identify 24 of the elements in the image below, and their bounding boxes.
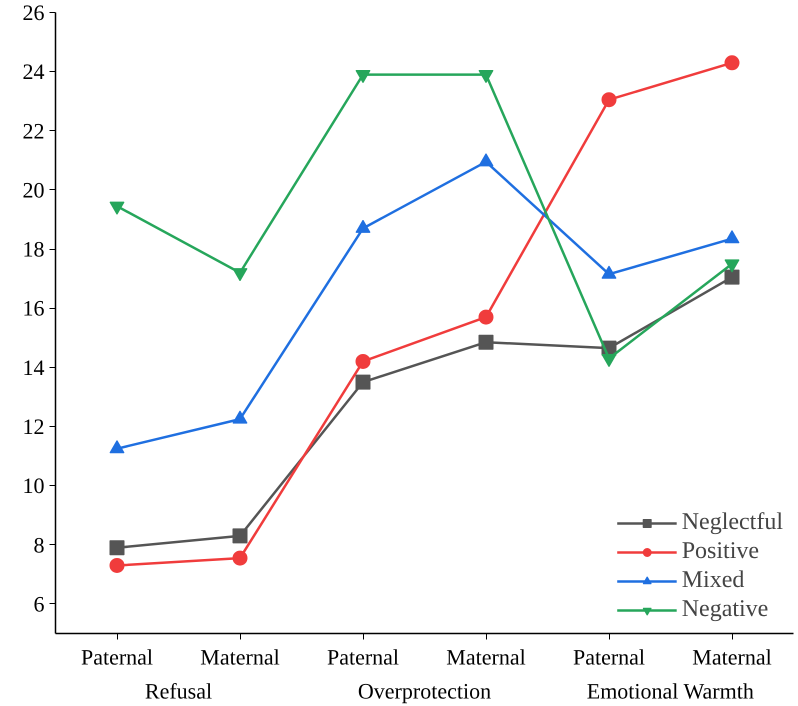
y-tick-label: 14 bbox=[22, 354, 44, 380]
y-tick-label: 22 bbox=[22, 118, 44, 144]
x-tick-label: Maternal bbox=[692, 644, 772, 670]
legend-label: Negative bbox=[682, 596, 768, 623]
y-tick-label: 26 bbox=[22, 0, 44, 25]
x-tick-label: Paternal bbox=[326, 644, 400, 670]
y-tick-label: 12 bbox=[22, 414, 44, 439]
x-tick-label: Paternal bbox=[80, 644, 154, 670]
x-tick-label: Maternal bbox=[200, 644, 280, 670]
text: Overprotection bbox=[358, 678, 492, 704]
legend-label: Neglectful bbox=[682, 509, 783, 536]
x-tick-label: Maternal bbox=[446, 644, 526, 670]
text: Emotional Warmth bbox=[586, 678, 754, 704]
y-tick-label: 16 bbox=[22, 296, 44, 321]
y-tick-label: 6 bbox=[34, 591, 44, 616]
y-tick-label: 20 bbox=[22, 177, 44, 202]
y-tick-label: 8 bbox=[34, 532, 44, 558]
legend-label: Mixed bbox=[682, 567, 744, 594]
x-tick-label: Paternal bbox=[572, 644, 646, 670]
legend-label: Positive bbox=[682, 538, 760, 565]
y-tick-label: 10 bbox=[22, 473, 44, 498]
text: Refusal bbox=[144, 678, 212, 704]
y-tick-label: 24 bbox=[22, 59, 44, 84]
y-tick-label: 18 bbox=[22, 236, 44, 262]
